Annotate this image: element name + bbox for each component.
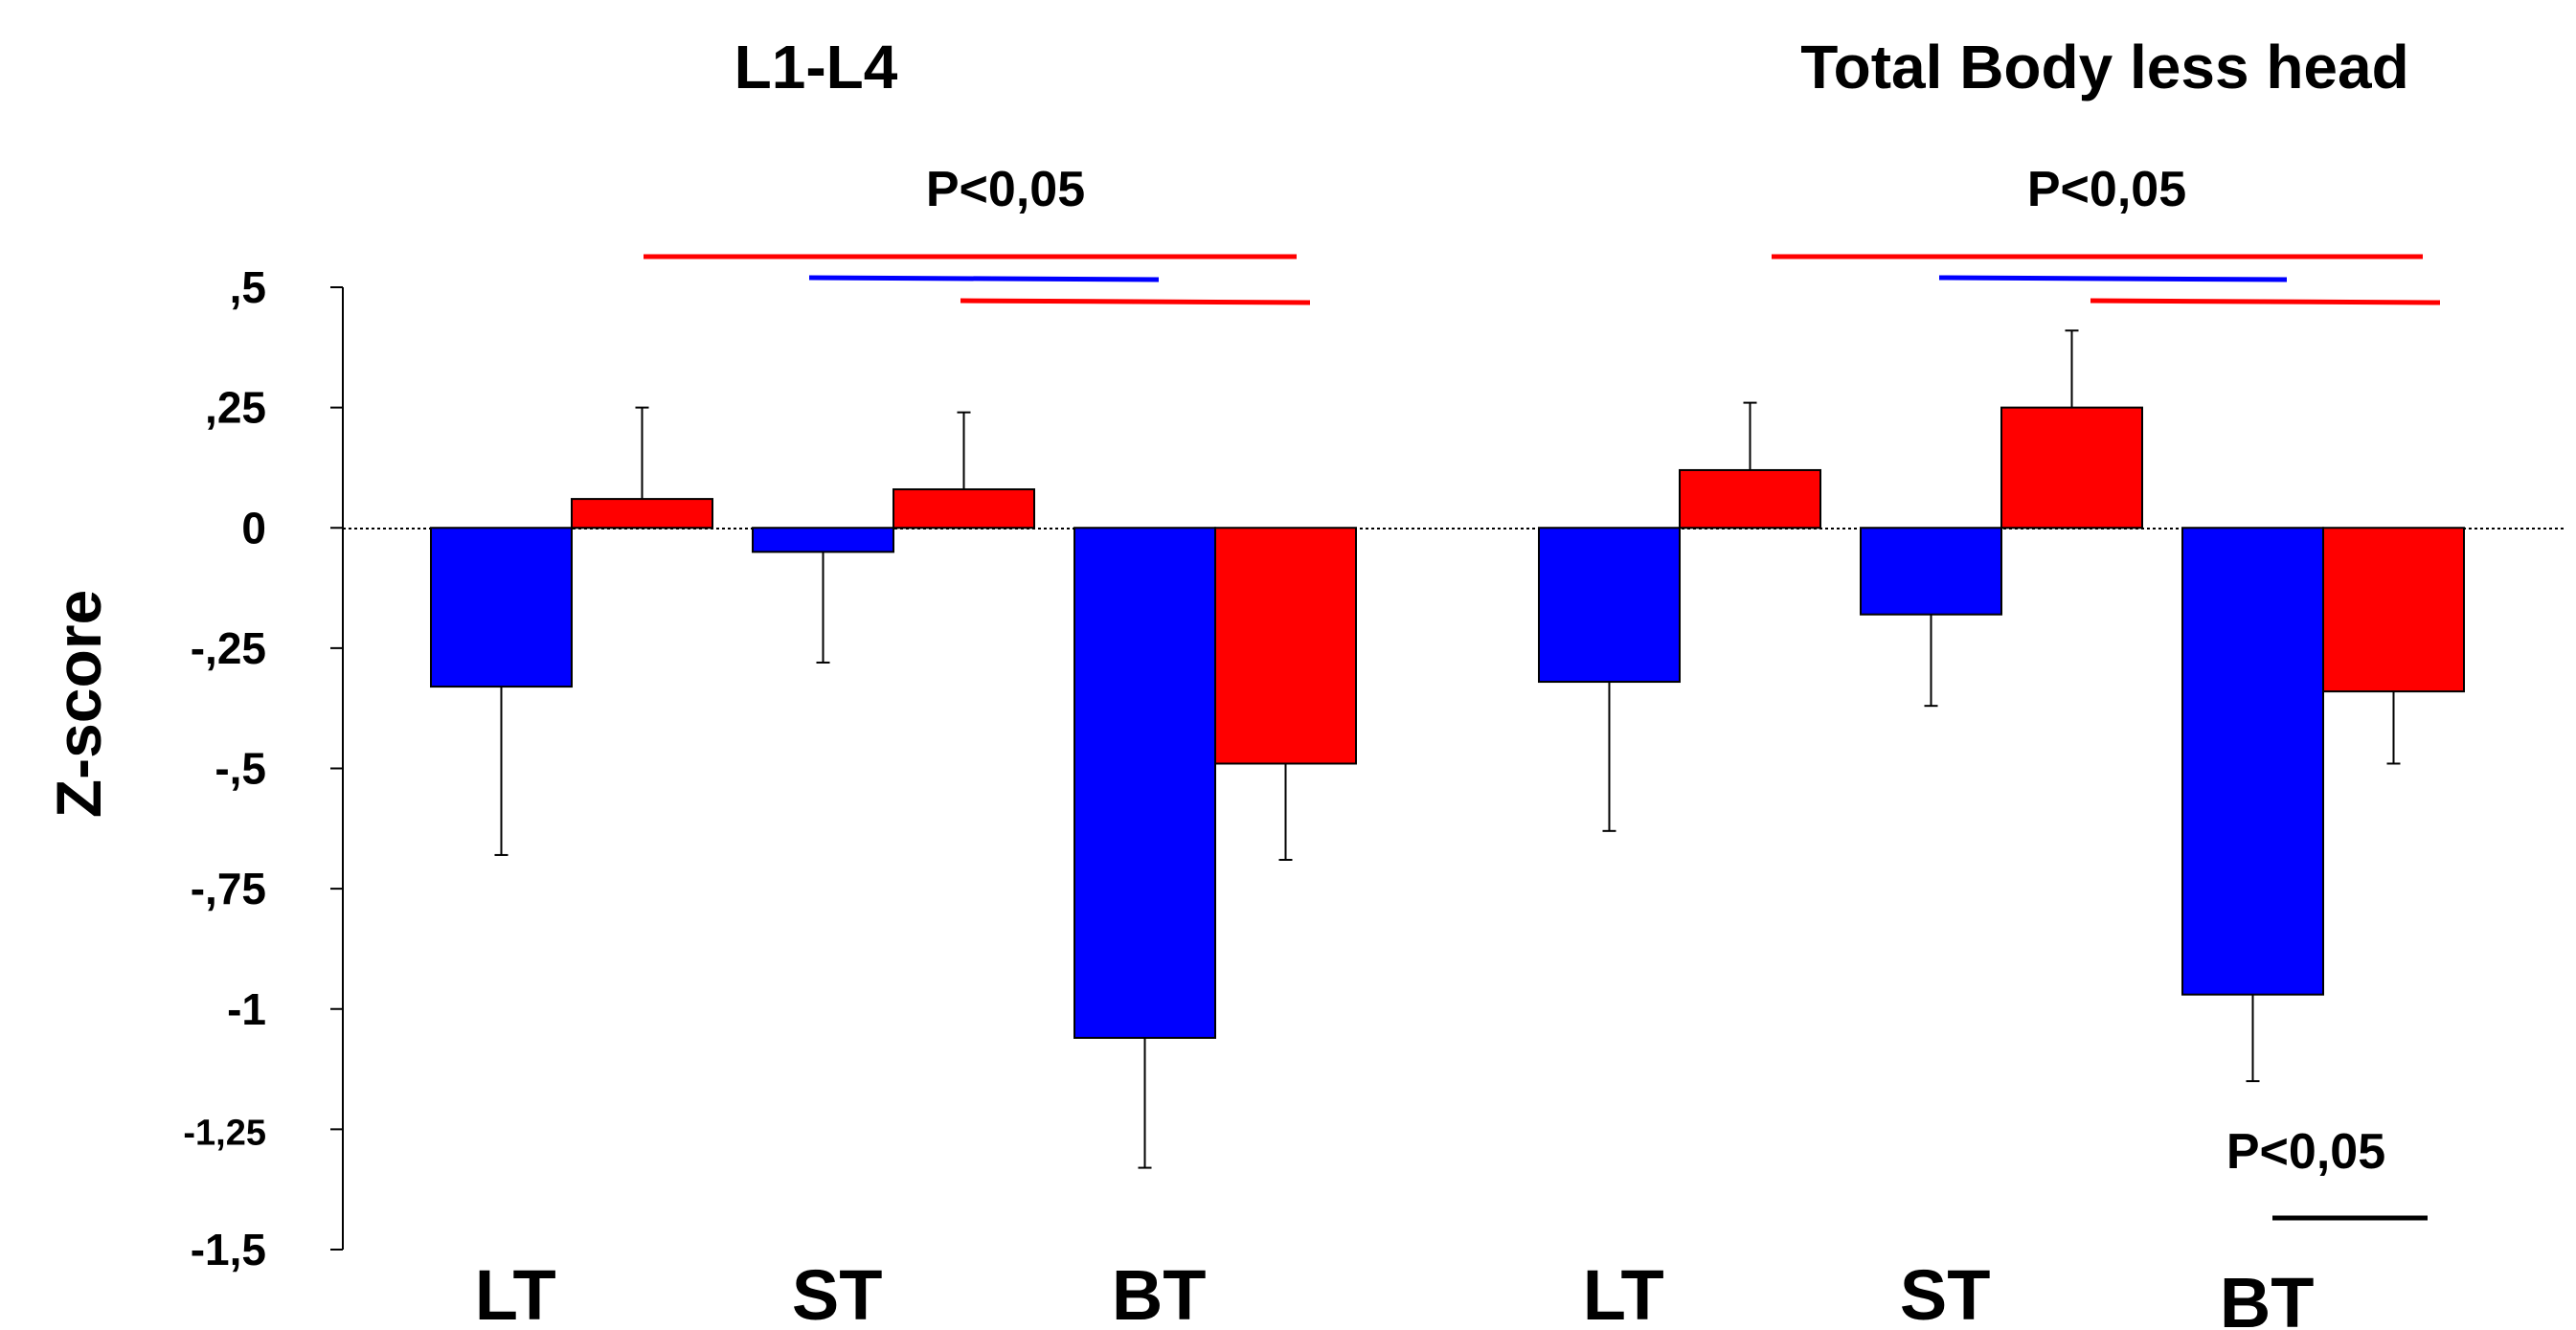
bar-total-body-st-red [2000,406,2143,530]
bars-group [430,329,2465,1169]
category-label-lt: LT [1583,1255,1664,1330]
category-labels-group: LT ST BT LT ST BT [475,1255,2315,1330]
category-label-bt: BT [2220,1263,2315,1330]
category-label-lt: LT [475,1255,556,1330]
sig-line-l1-l4-red-short [960,298,1311,305]
bar-l1-l4-st-blue [752,527,894,553]
y-tick-label: ,5 [230,262,266,312]
y-tick-label: -,25 [191,623,266,673]
sig-line-total-red-short [2090,298,2441,305]
significance-label-bt: P<0,05 [2226,1124,2385,1180]
bar-l1-l4-bt-red [1214,527,1357,765]
sig-line-l1-l4-blue [808,275,1160,282]
y-tick-label: -,5 [215,744,266,794]
bar-total-body-bt-blue [2181,527,2324,996]
bar-total-body-bt-red [2322,527,2465,693]
y-tick-label: ,25 [205,383,266,433]
y-axis-label: Z-score [43,590,114,818]
panel-title-l1-l4: L1-L4 [734,33,898,101]
category-label-st: ST [1900,1255,1991,1330]
category-label-bt: BT [1112,1255,1207,1330]
significance-label-total-body: P<0,05 [2027,162,2186,217]
bar-l1-l4-lt-red [571,498,713,530]
panel-title-total-body: Total Body less head [1800,33,2408,101]
y-tick-label: 0 [241,503,266,552]
bar-l1-l4-bt-blue [1073,527,1216,1039]
significance-label-l1-l4: P<0,05 [926,162,1085,217]
y-tick-label: -,75 [191,864,266,913]
y-tick-label: -1,5 [191,1225,266,1274]
bar-l1-l4-lt-blue [430,527,573,688]
category-label-st: ST [792,1255,883,1330]
y-tick-label: -1,25 [183,1113,266,1153]
y-axis-ticks: ,5 ,25 0 -,25 -,5 -,75 -1 -1,25 -1,5 [183,262,343,1274]
bar-total-body-lt-blue [1538,527,1681,684]
y-tick-label: -1 [227,984,266,1034]
bar-total-body-st-blue [1860,527,2002,616]
bar-total-body-lt-red [1679,468,1821,530]
bar-l1-l4-st-red [893,488,1035,530]
sig-line-total-blue [1938,275,2288,282]
